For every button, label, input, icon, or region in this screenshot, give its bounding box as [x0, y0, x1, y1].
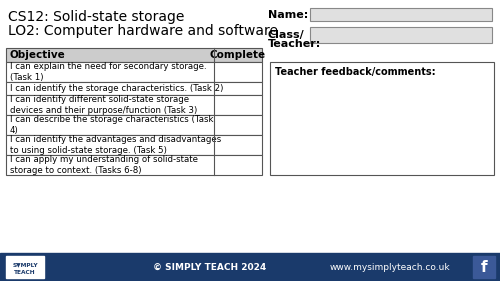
- Bar: [473, 256, 495, 278]
- Bar: [6, 95, 262, 115]
- Bar: [6, 256, 44, 278]
- Text: I can describe the storage characteristics (Task
4): I can describe the storage characteristi…: [10, 115, 214, 135]
- Bar: [6, 82, 262, 95]
- Text: TEACH: TEACH: [14, 270, 36, 275]
- Text: f: f: [480, 259, 488, 275]
- Text: Teacher feedback/comments:: Teacher feedback/comments:: [275, 67, 436, 77]
- Text: I can explain the need for secondary storage.
(Task 1): I can explain the need for secondary sto…: [10, 62, 206, 82]
- Text: I can identify different solid-state storage
devices and their purpose/function : I can identify different solid-state sto…: [10, 95, 197, 115]
- Text: Complete: Complete: [210, 50, 266, 60]
- Bar: [6, 115, 262, 135]
- Text: CS12: Solid-state storage: CS12: Solid-state storage: [8, 10, 184, 24]
- Text: Objective: Objective: [10, 50, 66, 60]
- Text: I can apply my understanding of solid-state
storage to context. (Tasks 6-8): I can apply my understanding of solid-st…: [10, 155, 198, 175]
- Bar: [310, 8, 492, 21]
- Bar: [6, 62, 262, 82]
- Text: Class/: Class/: [268, 30, 305, 40]
- Text: © SIMPLY TEACH 2024: © SIMPLY TEACH 2024: [154, 262, 266, 271]
- Text: I can identify the storage characteristics. (Task 2): I can identify the storage characteristi…: [10, 84, 224, 93]
- Text: LO2: Computer hardware and software: LO2: Computer hardware and software: [8, 24, 278, 38]
- Text: www.mysimplyteach.co.uk: www.mysimplyteach.co.uk: [330, 262, 450, 271]
- Bar: [6, 48, 262, 62]
- Bar: [6, 155, 262, 175]
- Text: S▼MPLY: S▼MPLY: [12, 262, 38, 267]
- Bar: [270, 62, 494, 175]
- Bar: [0, 253, 500, 281]
- Text: Name:: Name:: [268, 10, 308, 19]
- Text: I can identify the advantages and disadvantages
to using solid-state storage. (T: I can identify the advantages and disadv…: [10, 135, 221, 155]
- Bar: [310, 27, 492, 43]
- Bar: [6, 135, 262, 155]
- Text: Teacher:: Teacher:: [268, 39, 321, 49]
